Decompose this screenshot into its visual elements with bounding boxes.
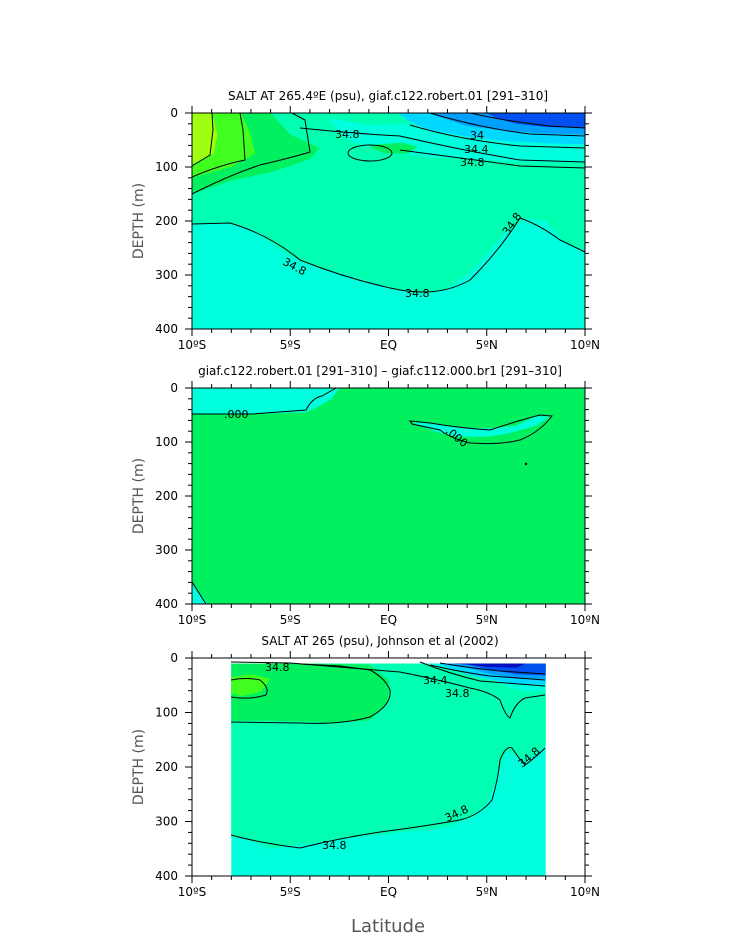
panel-1-xtick-label-3: 5ºN: [476, 338, 498, 352]
panel-3-clabel-34-8-b: 34.8: [445, 687, 470, 700]
panel-1-xtick-label-0: 10ºS: [178, 338, 207, 352]
panel-2-ytick-label-1: 100: [155, 435, 178, 449]
panel-3-ytick-label-1: 100: [155, 706, 178, 720]
panel-3-xtick-label-2: EQ: [380, 885, 397, 899]
panel-2-xtick-label-0: 10ºS: [178, 613, 207, 627]
panel-1-contour-34-8-upper: [299, 127, 586, 163]
panel-2-regions: [192, 388, 585, 604]
panel-1-contour-34-8-mid: [399, 149, 586, 169]
panel-3-region-3: [231, 674, 271, 697]
panel-3-contour-34-4: [419, 661, 546, 687]
panel-1-contour-34-4: [409, 124, 586, 149]
panel-1-clabel-34: 34: [470, 129, 484, 142]
panel-1-clabel-34-8-d: 34.8: [405, 287, 430, 300]
panel-3-ytick-label-4: 400: [155, 869, 178, 883]
panel-1-ylabel: DEPTH (m): [131, 183, 147, 259]
panel-1-clabel-34-4: 34.4: [464, 143, 489, 156]
panel-1-ytick-label-3: 300: [155, 268, 178, 282]
panel-2-xtick-label-1: 5ºS: [280, 613, 301, 627]
panel-2-ytick-label-2: 200: [155, 489, 178, 503]
panel-3-ytick-label-3: 300: [155, 815, 178, 829]
panel-1-xtick-label-4: 10ºN: [570, 338, 600, 352]
panel-2-axes: 10ºS 5ºS EQ 5ºN 10ºN 0 100 200 300 400: [155, 381, 600, 627]
panel-1-clabel-34-8-b: 34.8: [460, 156, 485, 169]
panel-3-regions: [231, 663, 546, 876]
panel-1-xtick-label-2: EQ: [380, 338, 397, 352]
panel-3: SALT AT 265 (psu), Johnson et al (2002) …: [131, 634, 600, 899]
panel-1-contour-34: [429, 112, 586, 137]
panel-3-ytick-label-2: 200: [155, 760, 178, 774]
panel-2: giaf.c122.robert.01 [291–310] – giaf.c11…: [131, 364, 600, 627]
panel-3-xtick-label-3: 5ºN: [476, 885, 498, 899]
panel-3-contour-33-6: [439, 662, 546, 675]
panel-1-xtick-label-1: 5ºS: [280, 338, 301, 352]
panel-2-xtick-label-3: 5ºN: [476, 613, 498, 627]
panel-3-axes: 10ºS 5ºS EQ 5ºN 10ºN 0 100 200 300 400: [155, 651, 600, 899]
panel-2-region-2: [412, 416, 550, 437]
panel-3-ytick-label-0: 0: [170, 651, 178, 665]
panel-2-title: giaf.c122.robert.01 [291–310] – giaf.c11…: [198, 364, 562, 378]
panel-1-ytick-label-2: 200: [155, 214, 178, 228]
panel-3-contour-35-2: [230, 663, 391, 724]
panel-3-region-2: [231, 663, 389, 723]
panel-3-contour-34-8-upper: [230, 661, 546, 719]
panel-3-xtick-label-0: 10ºS: [178, 885, 207, 899]
panel-3-xtick-label-1: 5ºS: [280, 885, 301, 899]
panel-1-regions: [192, 113, 585, 329]
panel-2-ytick-label-3: 300: [155, 543, 178, 557]
panel-1-contour-35-4: [191, 112, 246, 178]
panel-1-contour-34-8-deep: [191, 217, 586, 293]
panel-3-xtick-label-4: 10ºN: [570, 885, 600, 899]
panel-2-region-1: [192, 388, 340, 414]
panel-1: SALT AT 265.4ºE (psu), giaf.c122.robert.…: [131, 89, 600, 352]
panel-2-ylabel: DEPTH (m): [131, 458, 147, 534]
x-axis-label: Latitude: [351, 916, 425, 937]
panel-2-clabel-zero-a: .000: [224, 408, 249, 421]
panel-2-contour-zero-sw: [191, 581, 207, 605]
panel-1-axes: 10ºS 5ºS EQ 5ºN 10ºN 0 100 200 300 400: [155, 106, 600, 352]
panel-1-contour-33-6: [469, 112, 586, 129]
panel-3-contour-34-8-deep: [230, 747, 546, 849]
panel-2-ytick-label-4: 400: [155, 597, 178, 611]
panel-1-ytick-label-1: 100: [155, 160, 178, 174]
panel-2-contour-zero-east: [408, 414, 553, 445]
panel-2-contour-zero-west: [192, 387, 337, 415]
panel-2-speck: [524, 462, 528, 466]
panel-1-ytick-label-0: 0: [170, 106, 178, 120]
panel-3-clabel-34-8-a: 34.8: [265, 661, 290, 674]
panel-1-contour-35-6: [191, 112, 214, 167]
panel-3-ylabel: DEPTH (m): [131, 729, 147, 805]
panel-1-contour-lines: [191, 112, 586, 293]
panel-3-title: SALT AT 265 (psu), Johnson et al (2002): [261, 634, 498, 648]
panel-3-clabel-34-8-c: 34.8: [322, 839, 347, 852]
panel-3-region-7: [453, 663, 526, 668]
panel-2-xtick-label-4: 10ºN: [570, 613, 600, 627]
panel-3-clabel-34-4: 34.4: [423, 674, 448, 687]
panel-2-contour-lines: [191, 387, 553, 605]
panel-1-contour-eddy: [347, 144, 393, 162]
panel-1-region-5: [486, 113, 585, 129]
panel-1-contour-35-2: [191, 112, 311, 195]
panel-1-clabel-34-8-a: 34.8: [335, 128, 360, 141]
panel-3-contour-35-4: [230, 678, 268, 699]
panel-1-region-9: [192, 113, 218, 165]
panel-1-ytick-label-4: 400: [155, 322, 178, 336]
panel-3-contour-34: [429, 664, 546, 681]
panel-3-contour-lines: [230, 661, 546, 849]
panel-2-xtick-label-2: EQ: [380, 613, 397, 627]
panel-2-ytick-label-0: 0: [170, 381, 178, 395]
panel-2-region-0: [192, 388, 585, 604]
panel-1-title: SALT AT 265.4ºE (psu), giaf.c122.robert.…: [228, 89, 548, 103]
